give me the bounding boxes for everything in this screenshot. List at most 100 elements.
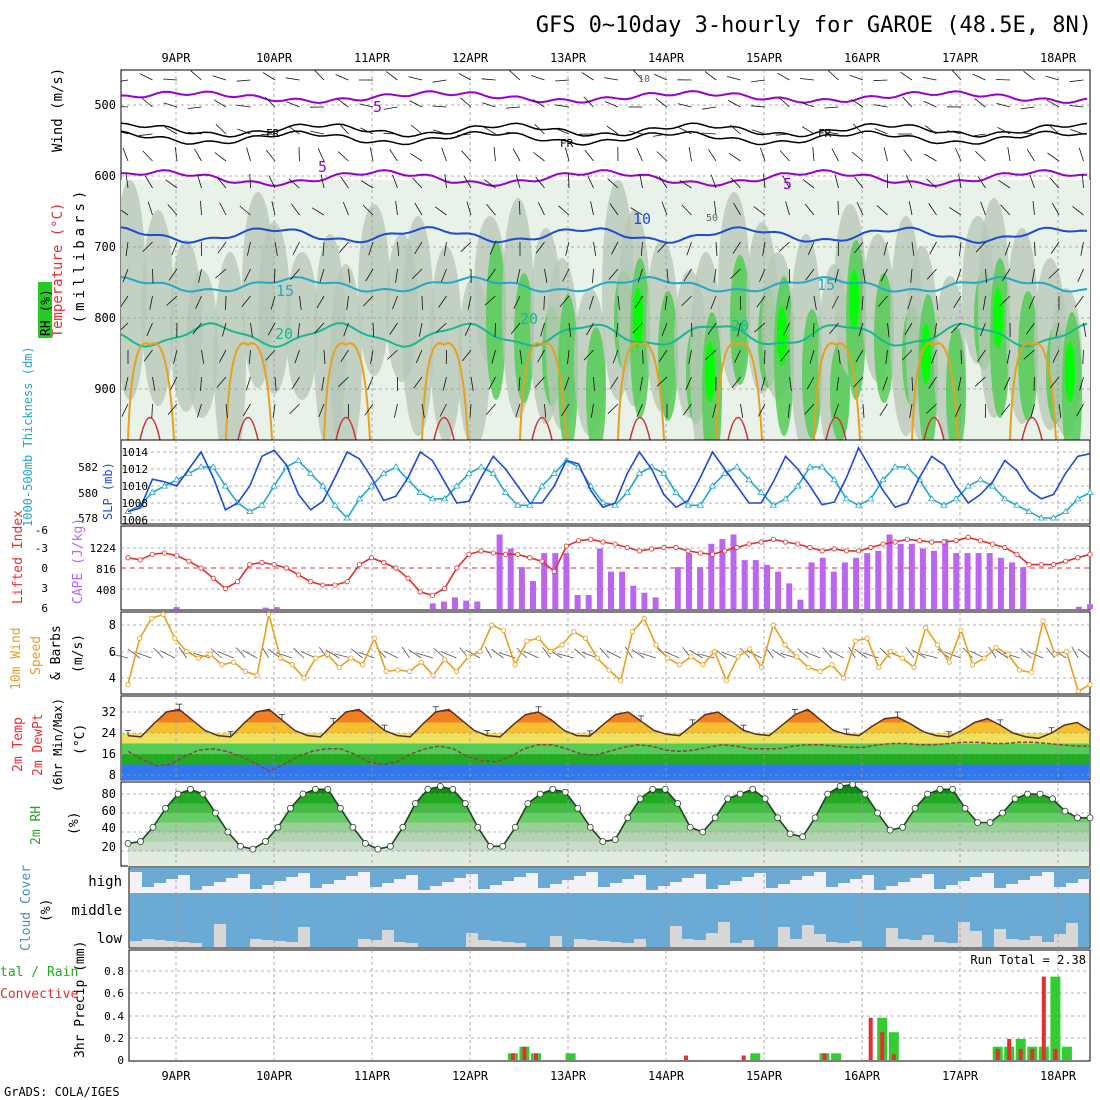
upper-barb-2-1 — [138, 133, 153, 137]
lifted-index-point-50 — [734, 544, 740, 551]
cape-bar-65 — [853, 557, 860, 609]
upper-barb-2-22 — [653, 133, 668, 137]
upper-barb-2-23 — [678, 127, 692, 135]
rh2m-point-15 — [312, 785, 319, 793]
temp2m-panel: 32 24 16 8 2m Temp 2m DewPt (6hr Min/Max… — [11, 695, 1091, 792]
upper-barb-11-3 — [200, 376, 202, 392]
rh2m-point-76 — [1074, 814, 1081, 822]
upper-barb-9-32 — [904, 322, 913, 336]
precip-tick-0: 0 — [117, 1054, 124, 1067]
cloud-label-high: high — [88, 874, 122, 890]
bottom-date-5: 14APR — [648, 1069, 685, 1083]
lifted-index-point-9 — [234, 579, 241, 585]
wind-speed-point-81 — [1075, 688, 1081, 694]
rh-legend-swatch — [38, 282, 52, 338]
upper-barb-4-3 — [197, 174, 202, 189]
ylabel-temperature: Temperature (°C) — [50, 203, 66, 338]
cloud-label-low: low — [97, 931, 123, 947]
lifted-index-point-65 — [916, 538, 923, 544]
temp-tick-8: 8 — [109, 768, 116, 782]
upper-barb-5-39 — [1072, 206, 1084, 216]
top-date-7: 16APR — [844, 51, 881, 65]
cloud-high-col-14 — [298, 868, 310, 873]
bottom-date-labels: 9APR 10APR 11APR 12APR 13APR 14APR 15APR 16APR 1… — [162, 1069, 1077, 1083]
upper-barb-0-4 — [212, 75, 227, 81]
contour-25-arch-1 — [225, 342, 273, 440]
upper-barb-5-27 — [785, 201, 790, 216]
upper-barb-4-19 — [587, 175, 594, 189]
cloud-low-col-13 — [286, 942, 298, 947]
precip-panel-frame — [128, 949, 1091, 1062]
cloud-high-col-23 — [406, 868, 418, 875]
contour-30-arch-5 — [629, 417, 651, 440]
upper-barb-5-35 — [980, 201, 986, 216]
cloud-high-col-0 — [130, 868, 142, 872]
upper-barb-12-17 — [544, 403, 547, 418]
precip-total-bar-80 — [1050, 976, 1061, 1060]
upper-barb-0-25 — [726, 76, 741, 81]
wind-speed-point-72 — [970, 662, 976, 668]
precip-total-bar-66 — [888, 1032, 899, 1060]
slp-tick-1008: 1008 — [122, 497, 149, 510]
rh2m-point-44 — [674, 800, 682, 807]
cloud-high-col-47 — [694, 868, 706, 874]
wind-speed-point-53 — [747, 646, 753, 652]
upper-barb-1-32 — [902, 96, 913, 108]
cloud-high-col-66 — [922, 868, 934, 874]
lifted-index-point-53 — [770, 536, 776, 542]
lifted-index-point-4 — [174, 553, 180, 559]
upper-barb-12-5 — [242, 403, 251, 417]
slp-panel-frame — [120, 439, 1091, 525]
upper-barb-2-34 — [947, 130, 962, 135]
upper-barb-4-10 — [360, 180, 374, 189]
wind-barb-39 — [573, 648, 586, 659]
rh2m-point-9 — [237, 842, 244, 850]
precip-panel: 0.8 0.6 0.4 0.2 0 Run Total = 2.38 tal /… — [0, 941, 1091, 1067]
cloud-high-col-58 — [826, 868, 838, 887]
thickness-point-60 — [854, 501, 863, 508]
upper-barb-9-26 — [754, 322, 766, 333]
upper-barb-5-33 — [928, 203, 937, 216]
cloud-low-col-78 — [1066, 923, 1078, 947]
wind-speed-point-15 — [301, 675, 307, 681]
upper-barb-9-1 — [146, 322, 153, 336]
upper-barb-4-7 — [288, 178, 300, 189]
upper-barb-11-26 — [761, 376, 766, 391]
wind-speed-point-71 — [958, 627, 964, 633]
wind-speed-point-32 — [500, 627, 507, 633]
wind-speed-point-8 — [219, 662, 225, 668]
rh2m-point-38 — [599, 838, 607, 845]
upper-barb-11-1 — [152, 376, 156, 391]
run-total-label: Run Total = 2.38 — [970, 953, 1086, 967]
upper-barb-3-22 — [656, 151, 668, 162]
upper-barb-0-14 — [458, 73, 472, 81]
upper-barb-0-19 — [581, 72, 594, 81]
rh2m-point-60 — [874, 809, 882, 817]
wind-speed-point-52 — [735, 654, 741, 660]
upper-barb-6-10 — [368, 241, 374, 256]
upper-barb-7-38 — [1048, 268, 1060, 279]
cape-bar-49 — [674, 567, 681, 609]
upper-barb-1-9 — [336, 98, 349, 108]
wind-speed-point-33 — [512, 662, 518, 668]
wind-barb-56 — [771, 649, 786, 659]
rh-blob-bright-24 — [705, 342, 715, 402]
thk-tick-578: 578 — [78, 512, 98, 525]
thickness-point-50 — [733, 463, 741, 470]
wind-speed-point-77 — [1028, 670, 1034, 676]
wind-barb-47 — [664, 651, 680, 659]
upper-barb-3-39 — [1078, 147, 1084, 162]
cloud-high-col-51 — [742, 868, 754, 877]
thickness-point-53 — [769, 501, 778, 508]
upper-barb-8-21 — [634, 295, 643, 309]
upper-barb-5-3 — [200, 200, 202, 216]
upper-barb-5-23 — [681, 204, 692, 216]
thickness-point-49 — [720, 469, 729, 476]
thickness-point-4 — [173, 475, 181, 483]
slp-grid — [121, 440, 1090, 524]
rh2m-point-11 — [262, 838, 269, 845]
wind-barb-12 — [261, 646, 270, 659]
contour-30-arch-7 — [825, 417, 847, 440]
lifted-index-point-71 — [989, 541, 996, 547]
upper-barb-8-2 — [166, 295, 178, 306]
